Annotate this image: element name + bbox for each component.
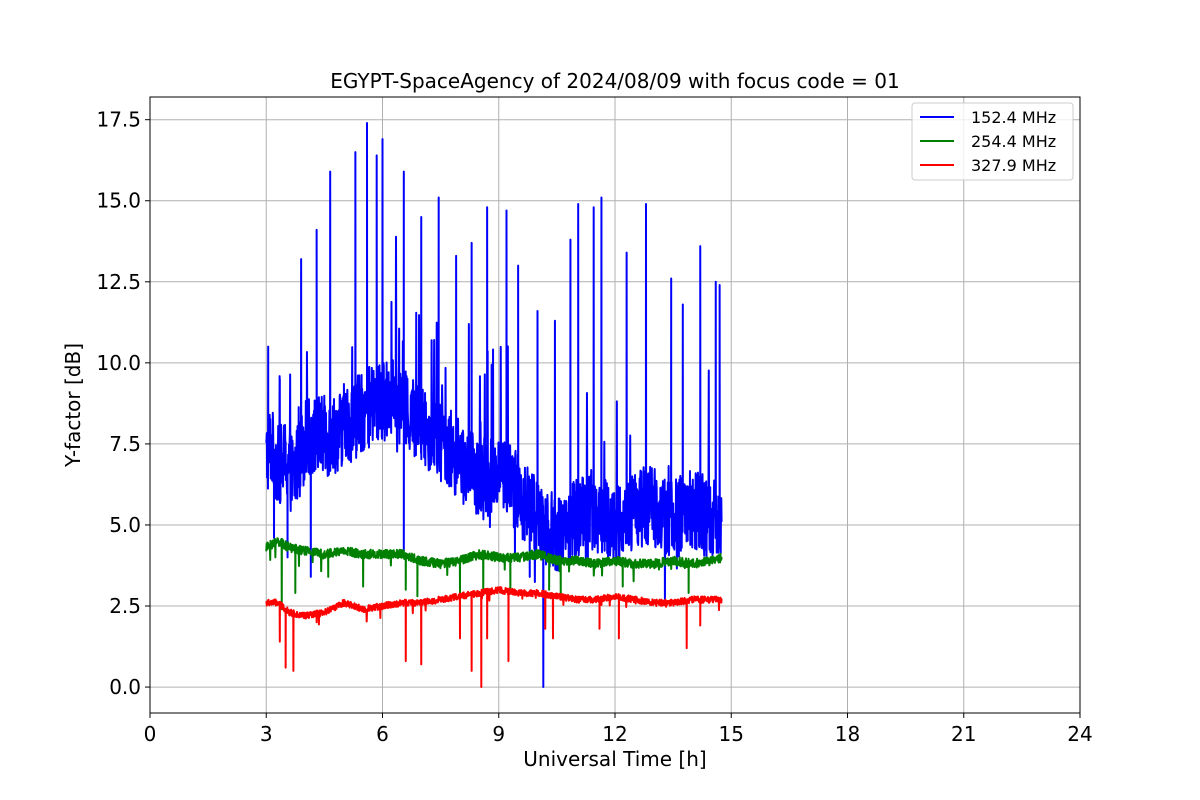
x-tick-label: 24	[1067, 722, 1092, 746]
x-axis: 0 3 6 9 12 15 18 21 24	[144, 713, 1093, 746]
y-tick-label: 10.0	[96, 351, 141, 375]
legend-label: 254.4 MHz	[971, 132, 1056, 151]
x-tick-label: 18	[835, 722, 860, 746]
series-layer	[265, 121, 723, 689]
y-tick-label: 12.5	[96, 270, 141, 294]
x-tick-label: 6	[376, 722, 389, 746]
series-line-327-9-mhz	[265, 585, 723, 689]
grid	[149, 97, 1081, 713]
y-tick-label: 15.0	[96, 189, 141, 213]
legend: 152.4 MHz 254.4 MHz 327.9 MHz	[911, 102, 1074, 181]
x-tick-label: 12	[602, 722, 627, 746]
x-tick-label: 15	[719, 722, 744, 746]
y-tick-label: 17.5	[96, 108, 141, 132]
legend-label: 152.4 MHz	[971, 108, 1056, 127]
legend-label: 327.9 MHz	[971, 156, 1056, 175]
chart-title: EGYPT-SpaceAgency of 2024/08/09 with foc…	[330, 69, 899, 93]
x-tick-label: 21	[951, 722, 976, 746]
y-axis: 0.0 2.5 5.0 7.5 10.0 12.5 15.0 17.5	[96, 108, 150, 699]
y-axis-label: Y-factor [dB]	[61, 343, 85, 468]
y-tick-label: 5.0	[109, 513, 141, 537]
series-line-152-4-mhz	[265, 121, 723, 689]
x-axis-label: Universal Time [h]	[523, 747, 706, 771]
x-tick-label: 0	[144, 722, 157, 746]
y-tick-label: 7.5	[109, 432, 141, 456]
y-tick-label: 0.0	[109, 675, 141, 699]
series-line-254-4-mhz	[265, 537, 723, 611]
y-tick-label: 2.5	[109, 594, 141, 618]
x-tick-label: 9	[492, 722, 505, 746]
legend-box	[911, 102, 1074, 181]
x-tick-label: 3	[260, 722, 273, 746]
